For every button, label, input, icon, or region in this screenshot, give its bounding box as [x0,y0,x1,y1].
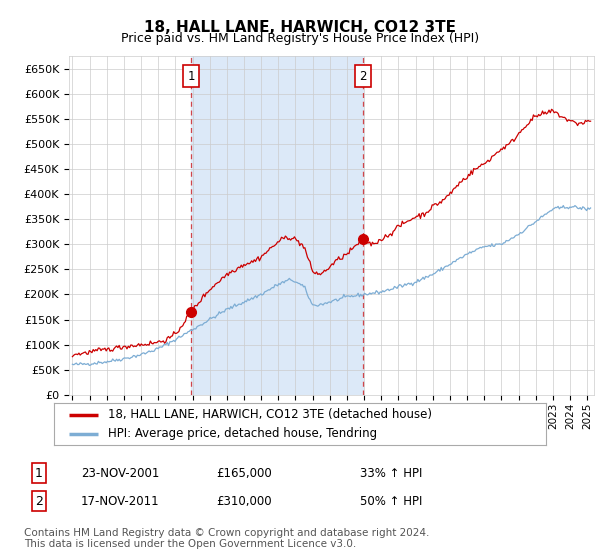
Text: HPI: Average price, detached house, Tendring: HPI: Average price, detached house, Tend… [108,427,377,440]
Text: 2: 2 [35,494,43,508]
Text: £165,000: £165,000 [216,466,272,480]
Text: 33% ↑ HPI: 33% ↑ HPI [360,466,422,480]
Text: Contains HM Land Registry data © Crown copyright and database right 2024.
This d: Contains HM Land Registry data © Crown c… [24,528,430,549]
Text: 1: 1 [35,466,43,480]
Bar [191,56,363,395]
Text: 18, HALL LANE, HARWICH, CO12 3TE: 18, HALL LANE, HARWICH, CO12 3TE [144,20,456,35]
Text: 23-NOV-2001: 23-NOV-2001 [81,466,160,480]
Text: 2: 2 [359,69,367,82]
Text: 18, HALL LANE, HARWICH, CO12 3TE (detached house): 18, HALL LANE, HARWICH, CO12 3TE (detach… [108,408,432,421]
Text: Price paid vs. HM Land Registry's House Price Index (HPI): Price paid vs. HM Land Registry's House … [121,32,479,45]
Text: £310,000: £310,000 [216,494,272,508]
Text: 17-NOV-2011: 17-NOV-2011 [81,494,160,508]
Text: 1: 1 [187,69,195,82]
Text: 50% ↑ HPI: 50% ↑ HPI [360,494,422,508]
